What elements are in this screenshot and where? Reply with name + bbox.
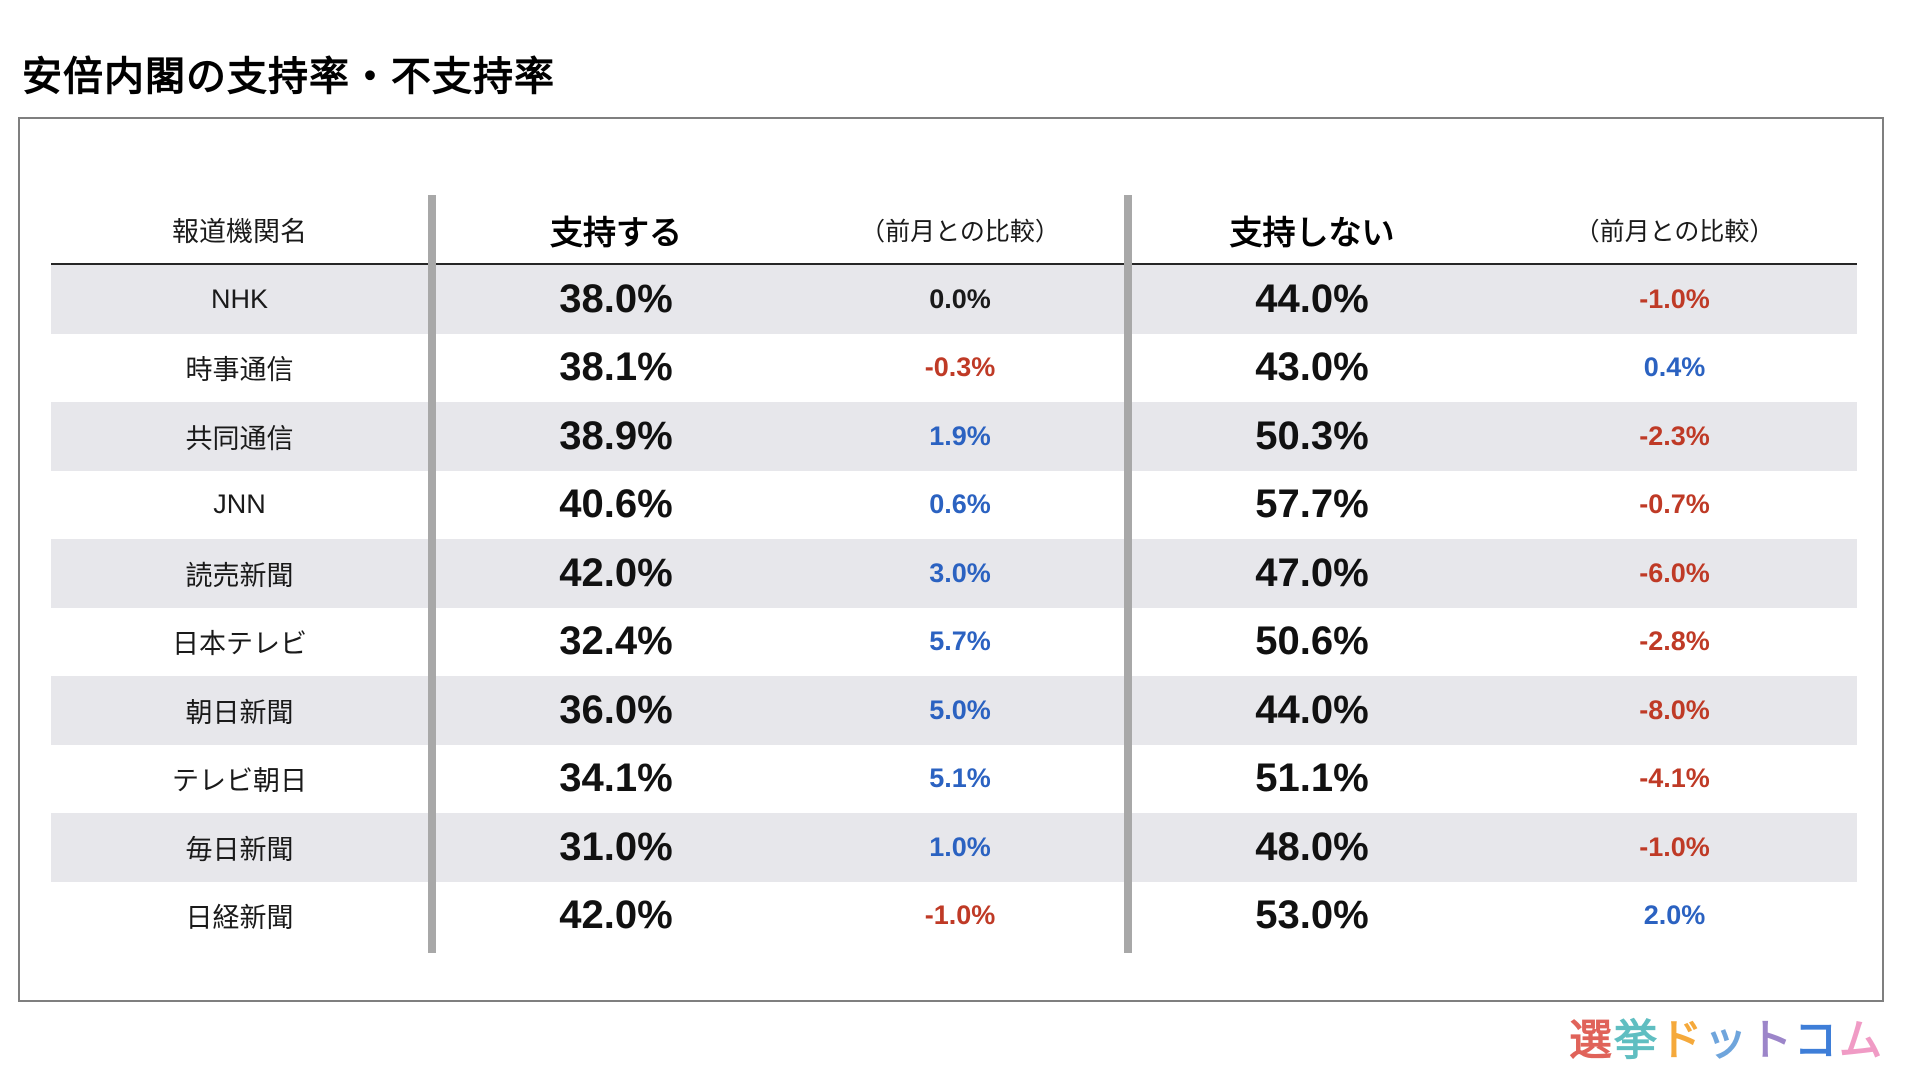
- approve-change-cell: 5.1%: [929, 763, 991, 794]
- approve-value-cell: 42.0%: [559, 893, 673, 938]
- column-header-media: 報道機関名: [172, 217, 307, 247]
- media-name-cell: テレビ朝日: [172, 766, 307, 797]
- media-name-cell: 共同通信: [185, 423, 294, 454]
- approve-change-cell: 0.6%: [929, 489, 991, 520]
- approve-change-cell: 1.9%: [929, 420, 991, 451]
- logo-char: コ: [1794, 1017, 1839, 1065]
- approve-value-cell: 38.1%: [559, 345, 673, 390]
- media-name-cell: 日本テレビ: [172, 629, 307, 660]
- column-divider: [1124, 195, 1132, 953]
- disapprove-change-cell: -0.7%: [1639, 489, 1710, 520]
- approve-value-cell: 34.1%: [559, 756, 673, 801]
- disapprove-change-cell: 2.0%: [1643, 900, 1706, 931]
- disapprove-value-cell: 50.6%: [1255, 619, 1369, 664]
- disapprove-change-cell: -2.3%: [1639, 420, 1710, 451]
- disapprove-value-cell: 44.0%: [1255, 276, 1369, 321]
- disapprove-change-cell: 0.4%: [1643, 352, 1706, 383]
- table-row: 日本テレビ 32.4% 5.7% 50.6% -2.8%: [51, 608, 1857, 677]
- media-name-cell: 朝日新聞: [185, 697, 294, 728]
- disapprove-value-cell: 57.7%: [1255, 482, 1369, 527]
- approve-change-cell: 1.0%: [929, 831, 991, 862]
- approve-value-cell: 32.4%: [559, 619, 673, 664]
- approve-change-cell: -1.0%: [924, 900, 996, 931]
- table-row: 日経新聞 42.0% -1.0% 53.0% 2.0%: [51, 882, 1857, 951]
- disapprove-value-cell: 48.0%: [1255, 824, 1369, 869]
- column-header-approve-compare: （前月との比較）: [860, 217, 1060, 246]
- table-row: テレビ朝日 34.1% 5.1% 51.1% -4.1%: [51, 745, 1857, 814]
- senkyo-dot-com-logo: 選挙ドットコム: [1569, 1006, 1884, 1068]
- page-title: 安倍内閣の支持率・不支持率: [22, 55, 555, 99]
- logo-char: ド: [1659, 1017, 1704, 1065]
- disapprove-value-cell: 47.0%: [1255, 550, 1369, 595]
- approve-change-cell: 5.7%: [929, 626, 991, 657]
- media-name-cell: 時事通信: [185, 355, 294, 386]
- table-row: NHK 38.0% 0.0% 44.0% -1.0%: [51, 265, 1857, 334]
- approve-change-cell: 0.0%: [929, 283, 991, 314]
- table-row: 朝日新聞 36.0% 5.0% 44.0% -8.0%: [51, 676, 1857, 745]
- disapprove-change-cell: -6.0%: [1639, 557, 1710, 588]
- media-name-cell: 読売新聞: [185, 560, 294, 591]
- approve-value-cell: 38.9%: [559, 413, 673, 458]
- column-divider: [428, 195, 436, 953]
- approve-value-cell: 31.0%: [559, 824, 673, 869]
- disapprove-change-cell: -1.0%: [1639, 831, 1710, 862]
- media-name-cell: NHK: [210, 283, 268, 314]
- disapprove-value-cell: 44.0%: [1255, 687, 1369, 732]
- disapprove-value-cell: 43.0%: [1255, 345, 1369, 390]
- table-row: 読売新聞 42.0% 3.0% 47.0% -6.0%: [51, 539, 1857, 608]
- approve-value-cell: 42.0%: [559, 550, 673, 595]
- disapprove-value-cell: 53.0%: [1255, 893, 1369, 938]
- disapprove-change-cell: -1.0%: [1639, 283, 1710, 314]
- disapprove-change-cell: -8.0%: [1639, 694, 1710, 725]
- column-header-disapprove: 支持しない: [1229, 213, 1395, 251]
- disapprove-change-cell: -2.8%: [1639, 626, 1710, 657]
- media-name-cell: JNN: [213, 489, 266, 520]
- approve-change-cell: 5.0%: [929, 694, 991, 725]
- disapprove-change-cell: -4.1%: [1639, 763, 1710, 794]
- approve-value-cell: 36.0%: [559, 687, 673, 732]
- table-header-row: 報道機関名 支持する （前月との比較） 支持しない （前月との比較）: [51, 196, 1857, 265]
- approve-value-cell: 40.6%: [559, 482, 673, 527]
- logo-char: ッ: [1704, 1017, 1749, 1065]
- table-row: 共同通信 38.9% 1.9% 50.3% -2.3%: [51, 402, 1857, 471]
- disapprove-value-cell: 51.1%: [1255, 756, 1369, 801]
- logo-char: 挙: [1614, 1017, 1659, 1065]
- table-row: 毎日新聞 31.0% 1.0% 48.0% -1.0%: [51, 813, 1857, 882]
- logo-char: 選: [1569, 1017, 1614, 1065]
- table-row: 時事通信 38.1% -0.3% 43.0% 0.4%: [51, 334, 1857, 403]
- approve-change-cell: 3.0%: [929, 557, 991, 588]
- column-header-approve: 支持する: [550, 213, 682, 251]
- table-rows: NHK 38.0% 0.0% 44.0% -1.0% 時事通信 38.1% -0…: [51, 265, 1857, 950]
- media-name-cell: 毎日新聞: [185, 834, 294, 865]
- logo-char: ト: [1749, 1017, 1794, 1065]
- poll-table-box: 報道機関名 支持する （前月との比較） 支持しない （前月との比較） NHK 3…: [18, 117, 1884, 1002]
- logo-char: ム: [1839, 1017, 1884, 1065]
- approve-change-cell: -0.3%: [924, 352, 996, 383]
- column-header-disapprove-compare: （前月との比較）: [1574, 217, 1775, 246]
- media-name-cell: 日経新聞: [185, 903, 294, 934]
- table-row: JNN 40.6% 0.6% 57.7% -0.7%: [51, 471, 1857, 540]
- disapprove-value-cell: 50.3%: [1255, 413, 1369, 458]
- poll-table: 報道機関名 支持する （前月との比較） 支持しない （前月との比較） NHK 3…: [51, 195, 1857, 953]
- approve-value-cell: 38.0%: [559, 276, 673, 321]
